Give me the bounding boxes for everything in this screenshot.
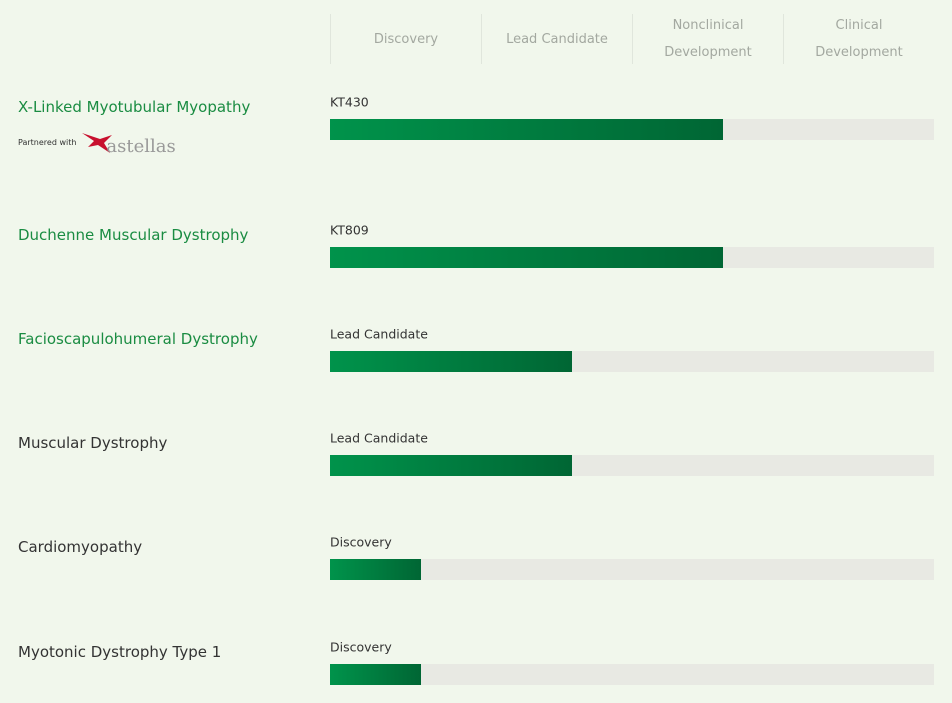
- progress-bar: [330, 455, 572, 476]
- partner-label: Partnered with: [18, 137, 77, 147]
- progress-bar: [330, 247, 723, 268]
- stage-label: Discovery: [330, 534, 392, 550]
- program-name: Duchenne Muscular Dystrophy: [18, 226, 249, 244]
- program-name: X-Linked Myotubular Myopathy: [18, 98, 251, 116]
- progress-bar: [330, 351, 572, 372]
- program-name: Cardiomyopathy: [18, 538, 143, 556]
- progress-track: [330, 664, 934, 685]
- logo-shape: [82, 133, 113, 153]
- stage-label: KT430: [330, 94, 369, 110]
- partner-name: astellas: [106, 135, 176, 157]
- stage-header: Nonclinical Development: [632, 14, 783, 64]
- progress-track: [330, 247, 934, 268]
- stage-label: KT809: [330, 222, 369, 238]
- progress-bar: [330, 664, 421, 685]
- progress-track: [330, 455, 934, 476]
- stage-header: Discovery: [330, 14, 481, 64]
- stage-label: Lead Candidate: [330, 326, 428, 342]
- progress-track: [330, 351, 934, 372]
- partner-logo-mark: [82, 133, 113, 153]
- stage-label: Discovery: [330, 639, 392, 655]
- partner: Partnered with astellas: [18, 128, 176, 157]
- progress-bar: [330, 559, 421, 580]
- program-name: Myotonic Dystrophy Type 1: [18, 643, 222, 661]
- stage-header: Clinical Development: [783, 14, 934, 64]
- progress-bar: [330, 119, 723, 140]
- progress-track: [330, 119, 934, 140]
- stage-label: Lead Candidate: [330, 430, 428, 446]
- progress-track: [330, 559, 934, 580]
- stage-header: Lead Candidate: [481, 14, 632, 64]
- program-name: Facioscapulohumeral Dystrophy: [18, 330, 258, 348]
- program-name: Muscular Dystrophy: [18, 434, 168, 452]
